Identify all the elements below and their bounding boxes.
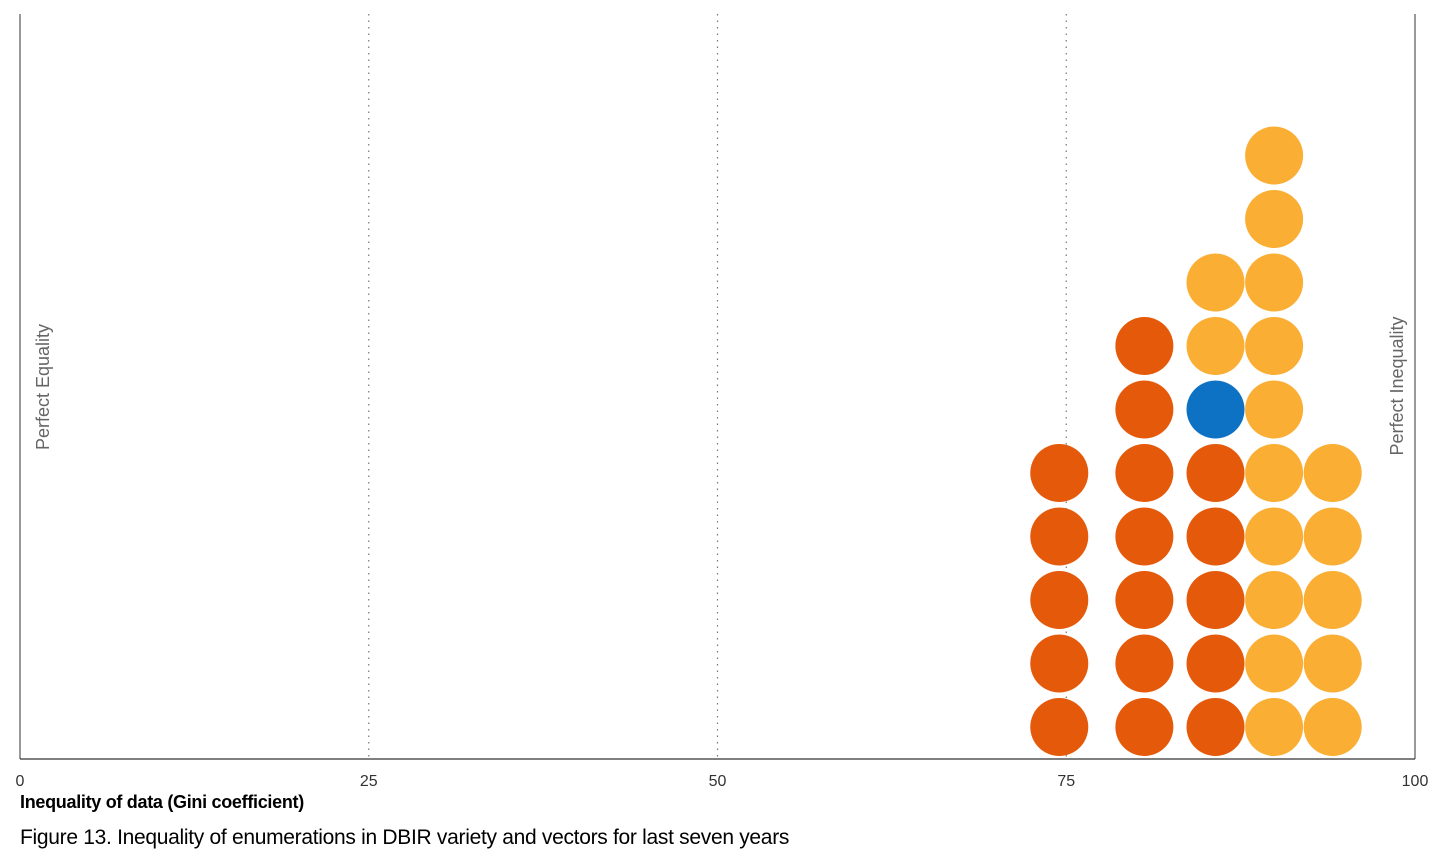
dot-col1-row2 [1030,634,1089,693]
dot-col3-row8 [1186,253,1245,312]
dot-col2-row7 [1115,317,1174,375]
axis-layer [19,14,1416,760]
dot-col4-row2 [1245,634,1304,693]
dot-col4-row3 [1245,571,1304,629]
dots-layer [1030,126,1362,756]
dot-col3-row4 [1186,507,1245,566]
dot-col4-row5 [1245,444,1304,502]
x-tick-label-100: 100 [1402,773,1429,790]
dot-col4-row9 [1245,190,1304,248]
dot-col3-row1 [1186,698,1245,756]
dot-col1-row3 [1030,571,1089,629]
dot-col5-row5 [1303,444,1362,502]
dot-col2-row2 [1115,634,1174,693]
x-tick-label-0: 0 [16,773,25,790]
figure-caption: Figure 13. Inequality of enumerations in… [20,826,790,849]
dot-col5-row1 [1303,698,1362,756]
dot-col1-row5 [1030,444,1089,502]
dot-col5-row3 [1303,571,1362,629]
dot-col3-row5 [1186,444,1245,502]
dot-col4-row7 [1245,317,1304,375]
dot-col2-row6 [1115,380,1174,439]
dot-col3-row6 [1186,380,1245,439]
dot-col2-row3 [1115,571,1174,629]
grid-layer [368,14,1067,759]
perfect-inequality-label: Perfect Inequality [1387,316,1407,455]
dot-col1-row1 [1030,698,1089,756]
x-tick-labels: 0 25 50 75 100 [16,773,1429,790]
dot-col2-row5 [1115,444,1174,502]
dot-col2-row4 [1115,507,1174,566]
x-tick-label-25: 25 [360,773,378,790]
dot-col3-row7 [1186,317,1245,375]
perfect-equality-label: Perfect Equality [33,324,53,450]
x-tick-label-50: 50 [709,773,727,790]
dot-col5-row4 [1303,507,1362,566]
dot-col2-row1 [1115,698,1174,756]
dot-col3-row3 [1186,571,1245,629]
dot-col3-row2 [1186,634,1245,693]
dot-col4-row1 [1245,698,1304,756]
dot-col4-row8 [1245,253,1304,312]
dot-col4-row4 [1245,507,1304,566]
dot-col5-row2 [1303,634,1362,693]
x-axis-title: Inequality of data (Gini coefficient) [20,792,304,812]
x-tick-label-75: 75 [1057,773,1075,790]
dot-col4-row10 [1245,126,1304,185]
dot-col4-row6 [1245,380,1304,439]
dot-col1-row4 [1030,507,1089,566]
